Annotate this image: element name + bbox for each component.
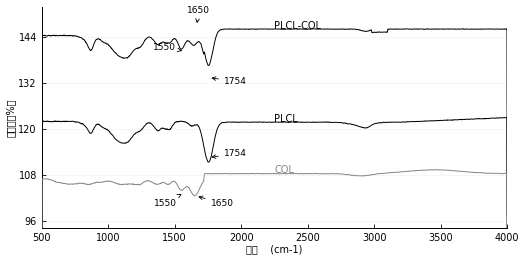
Text: 1754: 1754: [212, 149, 247, 158]
Text: 1754: 1754: [212, 77, 247, 86]
Text: COL: COL: [275, 165, 295, 175]
Text: 1650: 1650: [187, 6, 210, 22]
Text: 1550: 1550: [154, 194, 181, 208]
Y-axis label: 吸光度（%）: 吸光度（%）: [6, 98, 16, 137]
Text: 1650: 1650: [199, 196, 234, 208]
Text: PLCL: PLCL: [275, 114, 298, 125]
X-axis label: 波长    (cm-1): 波长 (cm-1): [246, 244, 302, 255]
Text: 1550: 1550: [153, 43, 181, 52]
Text: PLCL-COL: PLCL-COL: [275, 21, 321, 31]
